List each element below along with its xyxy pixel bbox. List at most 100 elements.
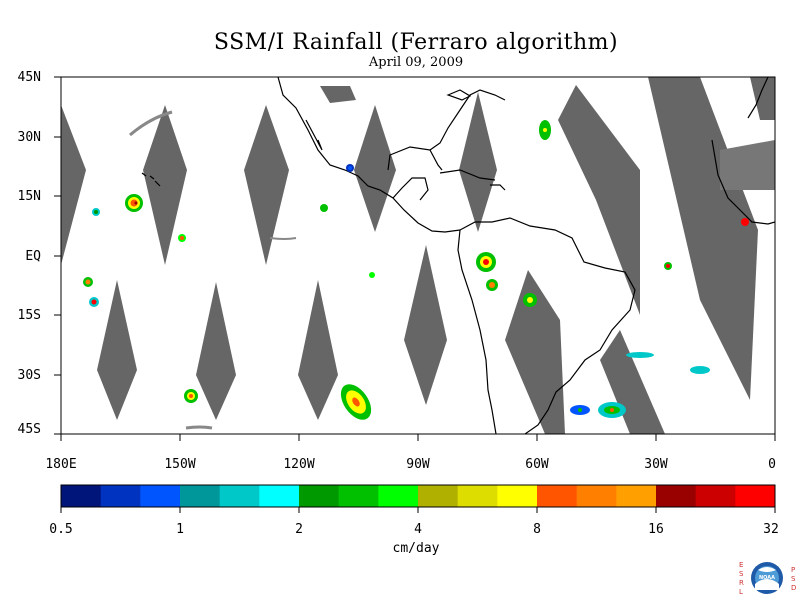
colorbar-swatch <box>338 485 379 507</box>
lon-label: 180E <box>45 457 77 472</box>
colorbar-swatch <box>259 485 300 507</box>
logo-letter-left: S <box>739 570 744 578</box>
coastlines <box>141 77 775 434</box>
colorbar-swatch <box>656 485 697 507</box>
swath-gap <box>354 105 396 232</box>
rain-cluster <box>92 208 100 216</box>
rain-cluster <box>523 293 537 307</box>
swath-gap <box>185 425 213 430</box>
logo-letter-left: E <box>739 561 743 569</box>
rain-cluster <box>320 204 328 212</box>
swath-gap <box>320 86 356 103</box>
swath-gap <box>720 140 775 190</box>
colorbar-swatch <box>61 485 102 507</box>
rain-cluster <box>570 405 590 415</box>
colorbar-unit: cm/day <box>392 541 440 556</box>
map-subtitle: April 09, 2009 <box>368 55 464 70</box>
rain-cluster <box>125 194 143 212</box>
lat-label: 45N <box>17 70 41 85</box>
coastline <box>711 139 775 225</box>
colorbar-swatch <box>299 485 340 507</box>
noaa-badge-text: NOAA <box>759 575 775 581</box>
lon-label: 30W <box>644 457 668 472</box>
colorbar-swatch <box>616 485 657 507</box>
rain-cluster <box>539 120 551 140</box>
rain-cluster <box>626 352 654 358</box>
swath-gap <box>298 280 338 420</box>
lat-label: 15N <box>17 189 41 204</box>
colorbar-swatch <box>576 485 617 507</box>
lon-label: 120W <box>283 457 315 472</box>
coastline <box>439 169 496 181</box>
colorbar-swatch <box>735 485 776 507</box>
lat-label: EQ <box>25 249 41 264</box>
colorbar-swatch <box>418 485 459 507</box>
swath-gap <box>404 245 447 405</box>
swath-gap <box>129 110 173 137</box>
colorbar-swatch <box>457 485 498 507</box>
coastline <box>446 89 472 101</box>
colorbar-label: 2 <box>295 522 303 537</box>
swath-gap <box>269 237 297 240</box>
rain-cluster <box>184 389 198 403</box>
colorbar-swatch <box>180 485 221 507</box>
rain-cluster <box>741 218 749 226</box>
swath-gap <box>459 92 497 232</box>
coastline <box>387 89 506 171</box>
rain-clusters <box>83 120 749 420</box>
map-title: SSM/I Rainfall (Ferraro algorithm) <box>213 30 619 55</box>
rain-cluster <box>369 272 375 278</box>
colorbar-label: 4 <box>414 522 422 537</box>
colorbar-swatch <box>378 485 419 507</box>
map-plot-area <box>61 77 775 434</box>
rain-cluster <box>664 262 672 270</box>
rain-cluster <box>340 384 372 420</box>
colorbar-swatch <box>219 485 260 507</box>
colorbar-swatch <box>140 485 181 507</box>
rain-cluster <box>89 297 99 307</box>
axis-ticks <box>54 76 776 441</box>
rain-cluster <box>476 252 496 272</box>
swath-gap <box>61 105 86 265</box>
noaa-logo[interactable]: E S R L P S D NOAA <box>736 558 798 600</box>
swath-gap <box>97 280 137 420</box>
swath-gaps <box>61 77 775 434</box>
logo-letter-left: R <box>739 579 744 587</box>
logo-letter-right: D <box>791 584 796 592</box>
coastline <box>490 184 506 191</box>
coastline <box>429 149 443 171</box>
rain-cluster <box>486 279 498 291</box>
lon-label: 60W <box>525 457 549 472</box>
rain-cluster <box>690 366 710 374</box>
rain-cluster <box>346 164 354 172</box>
colorbar-swatch <box>695 485 736 507</box>
logo-letter-right: P <box>791 566 795 574</box>
rain-cluster <box>598 402 626 418</box>
logo-letter-left: L <box>739 588 743 596</box>
swath-gap <box>750 77 775 120</box>
coastline <box>277 77 461 233</box>
coastline <box>305 119 323 151</box>
lon-label: 0 <box>768 457 776 472</box>
colorbar-swatch <box>497 485 538 507</box>
colorbar <box>60 484 776 513</box>
lat-label: 30S <box>17 368 41 383</box>
colorbar-label: 32 <box>763 522 779 537</box>
swath-gap <box>505 270 565 434</box>
lat-label: 15S <box>17 308 41 323</box>
coastline <box>392 177 429 201</box>
lon-label: 90W <box>406 457 430 472</box>
rain-cluster <box>83 277 93 287</box>
lat-label: 45S <box>17 422 41 437</box>
colorbar-swatch <box>100 485 141 507</box>
lat-label: 30N <box>17 130 41 145</box>
coastline <box>459 217 636 434</box>
rain-cluster <box>178 234 186 242</box>
coastline <box>457 229 497 434</box>
lon-label: 150W <box>164 457 196 472</box>
swath-gap <box>600 330 665 434</box>
logo-letter-right: S <box>791 575 796 583</box>
swath-gap <box>143 105 187 265</box>
swath-gap <box>196 282 236 420</box>
